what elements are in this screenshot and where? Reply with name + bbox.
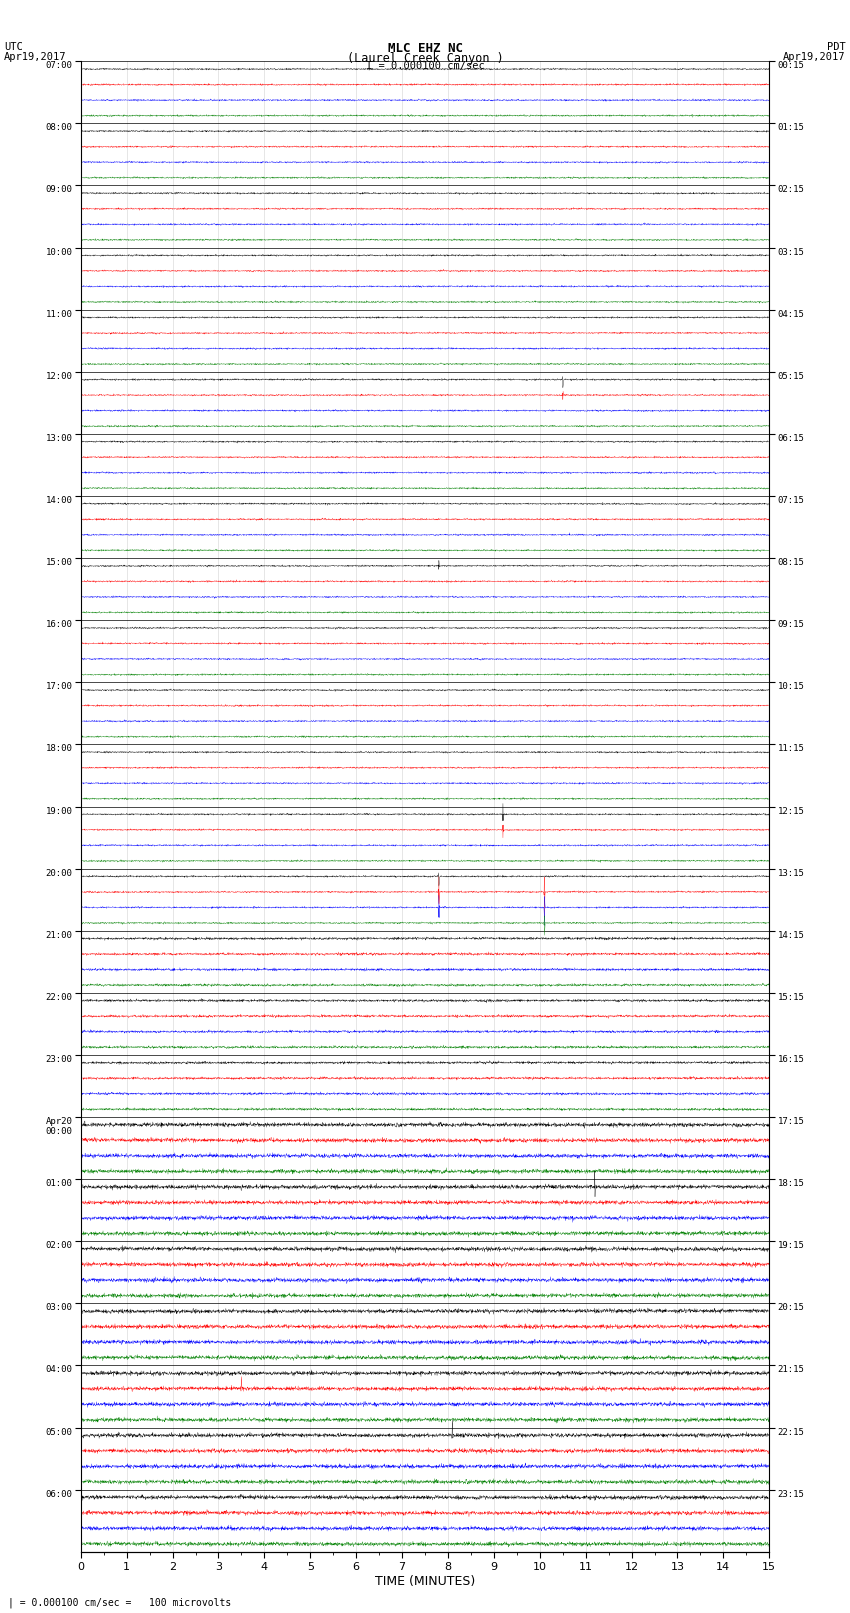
Text: I = 0.000100 cm/sec: I = 0.000100 cm/sec: [366, 61, 484, 71]
X-axis label: TIME (MINUTES): TIME (MINUTES): [375, 1574, 475, 1587]
Text: | = 0.000100 cm/sec =   100 microvolts: | = 0.000100 cm/sec = 100 microvolts: [8, 1597, 232, 1608]
Text: PDT: PDT: [827, 42, 846, 52]
Text: Apr19,2017: Apr19,2017: [783, 52, 846, 61]
Text: (Laurel Creek Canyon ): (Laurel Creek Canyon ): [347, 52, 503, 65]
Text: MLC EHZ NC: MLC EHZ NC: [388, 42, 462, 55]
Text: UTC: UTC: [4, 42, 23, 52]
Text: Apr19,2017: Apr19,2017: [4, 52, 67, 61]
